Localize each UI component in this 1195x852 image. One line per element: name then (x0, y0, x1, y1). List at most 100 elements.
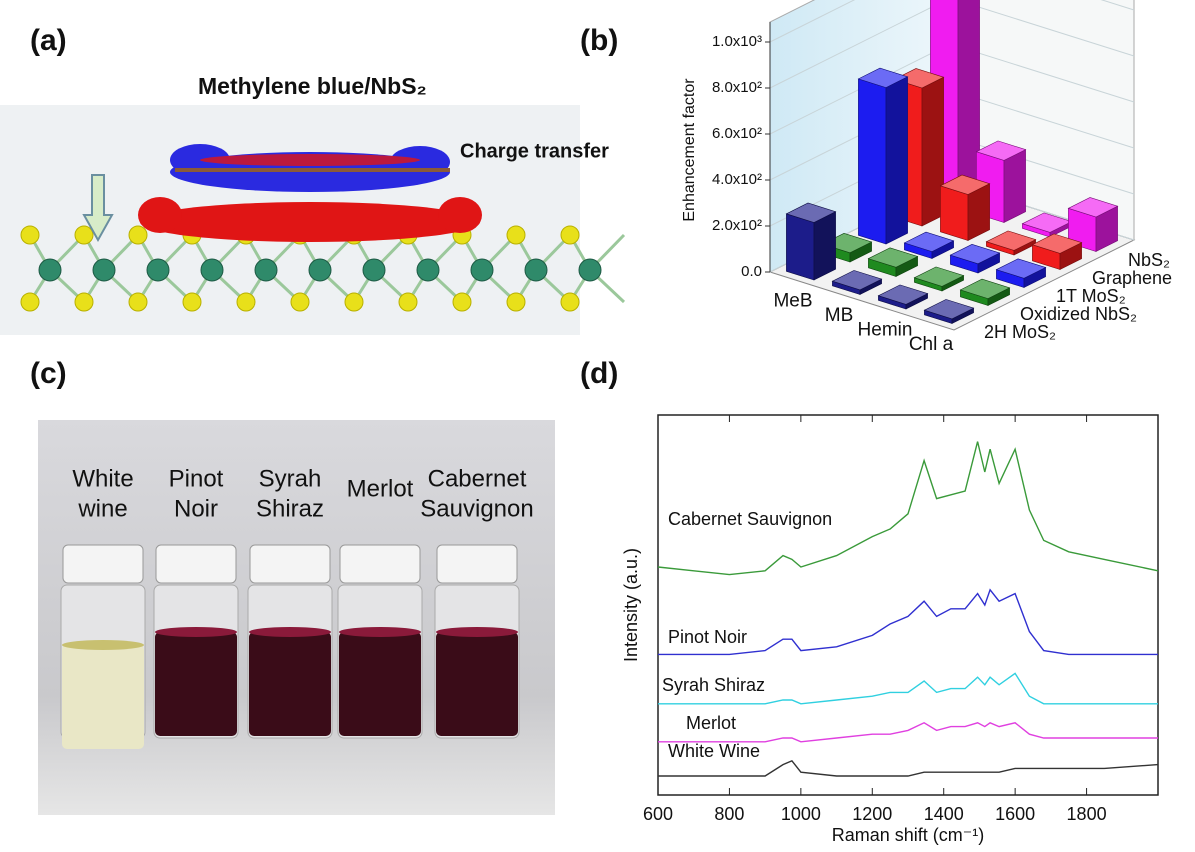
sulfur-atom (20, 225, 40, 245)
y-tick-label: 6.0x10² (712, 125, 762, 142)
series-label: Pinot Noir (668, 627, 747, 647)
x-tick-label: 1000 (781, 804, 821, 824)
liquid-surface (155, 627, 237, 637)
plot-area (657, 414, 1159, 796)
x-tick-label: Chl a (909, 334, 954, 355)
depth-tick-label: 2H MoS₂ (984, 322, 1056, 342)
spectrum (657, 441, 1159, 576)
depth-tick-label: 1T MoS₂ (1056, 286, 1126, 306)
series-label: Syrah Shiraz (662, 675, 765, 695)
sample-label: Syrah (259, 465, 322, 492)
niobium-atom (362, 258, 386, 282)
x-tick-label: 1600 (995, 804, 1035, 824)
niobium-atom (524, 258, 548, 282)
liquid (249, 632, 331, 736)
sample-label: Pinot (169, 465, 224, 492)
bar (877, 284, 929, 310)
depth-tick-label: Graphene (1092, 268, 1172, 288)
grid-line (769, 0, 1135, 43)
x-tick-label: MeB (773, 290, 812, 311)
y-tick-label: 0.0 (741, 263, 762, 280)
bar-top (939, 174, 991, 195)
bar (831, 270, 883, 295)
bar-front (858, 78, 887, 245)
bar-top (831, 270, 883, 291)
x-axis-title: Raman shift (cm⁻¹) (832, 825, 985, 845)
sulfur-atom (398, 292, 418, 312)
bar-top (857, 67, 909, 88)
liquid-surface (249, 627, 331, 637)
vials (60, 544, 520, 749)
bar (1021, 212, 1073, 238)
liquid (339, 632, 421, 736)
x-tick-label: 800 (714, 804, 744, 824)
sulfur-atom (20, 292, 40, 312)
sulfur-atom (560, 225, 580, 245)
sulfur-atom (236, 292, 256, 312)
niobium-atom (146, 258, 170, 282)
niobium-atom (38, 258, 62, 282)
sulfur-atom (128, 225, 148, 245)
bar-top (923, 299, 975, 320)
grid-line (769, 0, 1135, 89)
bar-top (975, 140, 1027, 161)
sulfur-atom (182, 292, 202, 312)
sulfur-atom (74, 225, 94, 245)
bar-top (985, 230, 1037, 251)
bar-top (995, 258, 1047, 279)
spectrum (658, 722, 1158, 743)
bar-side (885, 76, 908, 245)
sulfur-atom (452, 292, 472, 312)
sample-label: Cabernet (428, 465, 527, 492)
series-label: White Wine (668, 741, 760, 761)
bar-top (913, 266, 965, 287)
series-label: Merlot (686, 713, 736, 733)
bar (913, 266, 965, 292)
liquid-surface (339, 627, 421, 637)
bar (985, 230, 1037, 256)
liquid (436, 632, 518, 736)
bar-front (940, 185, 969, 241)
niobium-atom (92, 258, 116, 282)
niobium-atom (200, 258, 224, 282)
spectrum (658, 588, 1158, 656)
sulfur-atom (506, 292, 526, 312)
sulfur-atom (560, 292, 580, 312)
sample-label: Shiraz (256, 495, 324, 522)
annotation: Charge transfer (460, 140, 609, 162)
sulfur-atom (506, 225, 526, 245)
y-tick-label: 4.0x10² (712, 171, 762, 188)
sample-label: wine (77, 495, 127, 522)
bar (949, 243, 1001, 274)
panel-label: (b) (580, 24, 618, 57)
bar (867, 247, 919, 277)
sample-label: White (72, 465, 133, 492)
spectrum (658, 672, 1158, 705)
bar (785, 202, 837, 281)
y-tick-label: 8.0x10² (712, 79, 762, 96)
sample-label: Merlot (347, 475, 414, 502)
bar (1031, 233, 1083, 270)
x-tick-label: 600 (643, 804, 673, 824)
liquid (62, 645, 144, 749)
cap (436, 544, 518, 584)
bar-side (813, 211, 836, 281)
depth-tick-label: Oxidized NbS₂ (1020, 304, 1137, 324)
niobium-atom (308, 258, 332, 282)
sample-label: Sauvignon (420, 495, 533, 522)
arrow (82, 174, 114, 243)
series-label: Cabernet Sauvignon (668, 509, 832, 529)
bar (923, 299, 975, 324)
niobium-atom (578, 258, 602, 282)
spectrum (658, 759, 1159, 777)
sulfur-atom (128, 292, 148, 312)
liquid-surface (436, 627, 518, 637)
bar (857, 67, 909, 245)
bar (995, 258, 1047, 288)
sulfur-atom (290, 292, 310, 312)
cap (249, 544, 331, 584)
x-tick-label: MB (825, 305, 854, 326)
niobium-atom (470, 258, 494, 282)
y-tick-label: 1.0x10³ (712, 33, 762, 50)
